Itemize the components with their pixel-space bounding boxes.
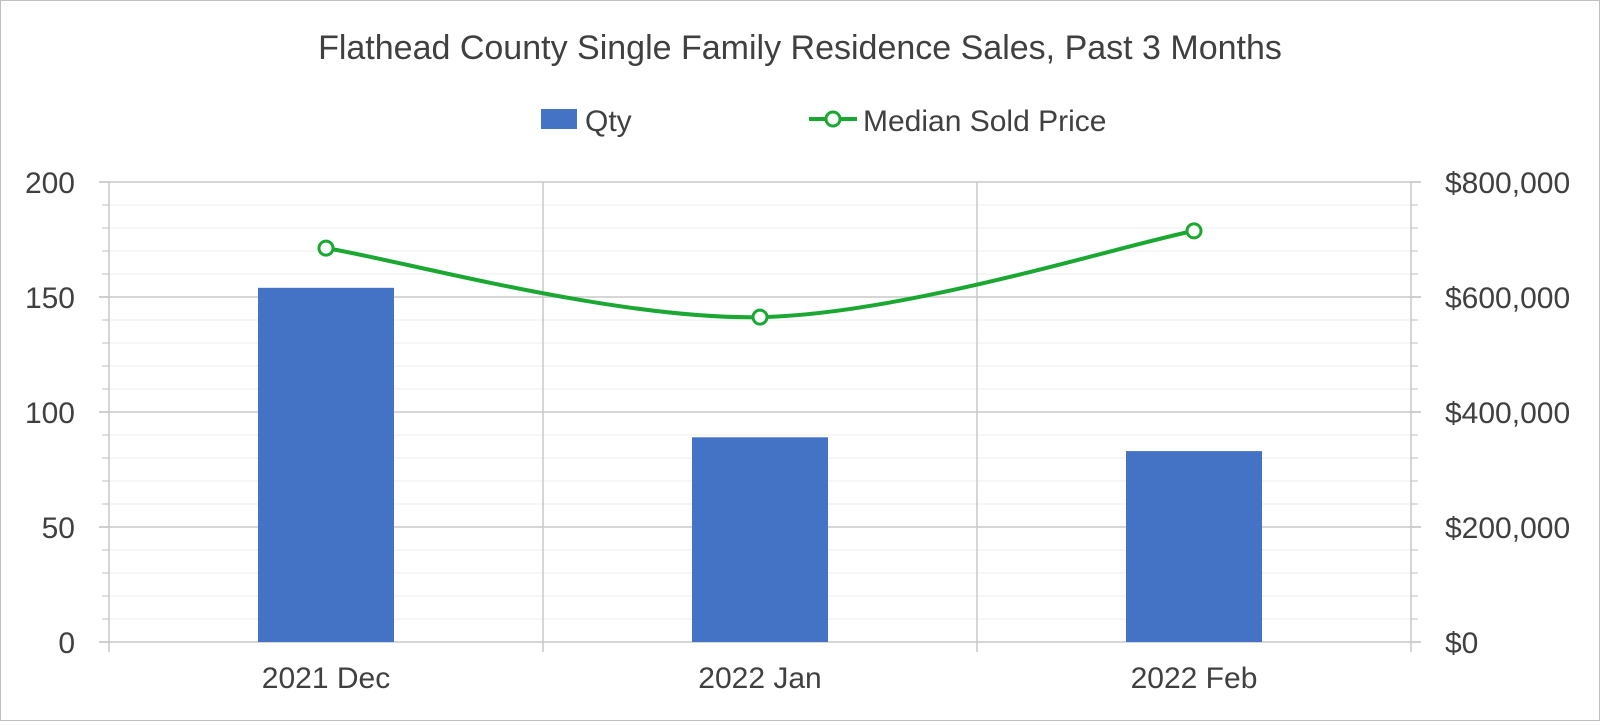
y-tick-label: 200 <box>25 167 75 200</box>
y-tick-label: 100 <box>25 397 75 430</box>
point-median-sold-price <box>317 239 335 257</box>
x-tick-label: 2021 Dec <box>262 662 390 695</box>
y2-tick-label: $800,000 <box>1445 167 1570 200</box>
bar-qty <box>258 287 394 642</box>
bar-qty <box>692 437 828 642</box>
y2-tick-label: $200,000 <box>1445 512 1570 545</box>
y2-tick-label: $600,000 <box>1445 282 1570 315</box>
y-tick-label: 150 <box>25 282 75 315</box>
y-tick-label: 0 <box>58 627 75 660</box>
point-median-sold-price <box>751 308 769 326</box>
y2-tick-label: $0 <box>1445 627 1478 660</box>
legend-marker-median-sold-price <box>824 110 842 128</box>
point-median-sold-price <box>1185 222 1203 240</box>
x-tick-label: 2022 Jan <box>698 662 821 695</box>
bar-qty <box>1126 451 1262 642</box>
plot-area: 0 50 100 150 200 $0 $200,000 $400,000 $600,000 $8… <box>25 167 1570 695</box>
legend-label-qty: Qty <box>585 105 632 138</box>
legend-label-median-sold-price: Median Sold Price <box>863 105 1106 138</box>
legend: Qty Median Sold Price <box>541 105 1106 138</box>
y-tick-label: 50 <box>42 512 75 545</box>
y2-tick-label: $400,000 <box>1445 397 1570 430</box>
legend-swatch-qty <box>541 109 577 129</box>
chart-title: Flathead County Single Family Residence … <box>318 29 1282 67</box>
x-tick-label: 2022 Feb <box>1131 662 1258 695</box>
